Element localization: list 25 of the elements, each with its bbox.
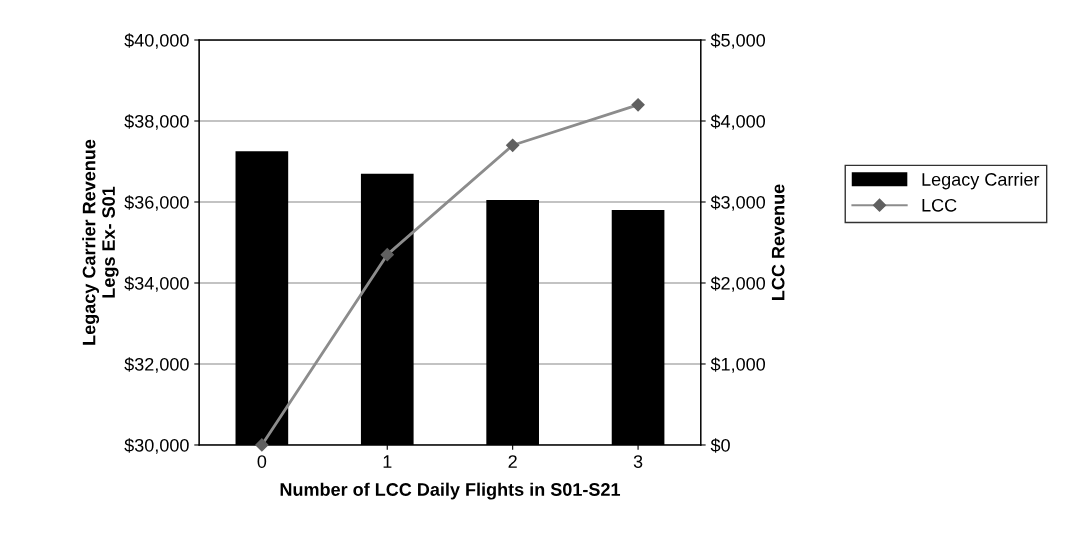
y-tick-label: $32,000 bbox=[124, 357, 189, 373]
y-tick-label: $38,000 bbox=[124, 114, 189, 130]
legend-label: Legacy Carrier bbox=[922, 172, 1040, 190]
y2-tick-label: $2,000 bbox=[710, 276, 766, 292]
x-axis-title: Number of LCC Daily Flights in S01-S21 bbox=[280, 482, 621, 500]
y2-tick-label: $0 bbox=[710, 438, 730, 453]
y2-axis-title: LCC Revenue bbox=[771, 184, 785, 300]
x-tick-label: 0 bbox=[257, 455, 267, 468]
point bbox=[255, 438, 269, 452]
y-tick-label: $30,000 bbox=[124, 438, 189, 454]
y-axis-title: Legacy Carrier Revenue Legs Ex- S01 bbox=[82, 139, 119, 345]
y2-tick-label: $1,000 bbox=[710, 357, 766, 373]
point bbox=[631, 98, 645, 112]
y2-tick-label: $3,000 bbox=[710, 195, 766, 211]
y-tick-label: $36,000 bbox=[124, 195, 189, 211]
point bbox=[380, 248, 394, 262]
y2-tick-label: $5,000 bbox=[710, 33, 766, 49]
point bbox=[506, 138, 520, 152]
y-tick-label: $34,000 bbox=[124, 276, 189, 292]
x-tick-label: 3 bbox=[633, 455, 643, 468]
x-tick-label: 2 bbox=[508, 455, 517, 468]
y2-tick-label: $4,000 bbox=[710, 114, 766, 130]
legend-label: LCC bbox=[922, 198, 957, 212]
x-tick-label: 1 bbox=[383, 455, 392, 468]
y-tick-label: $40,000 bbox=[124, 33, 189, 49]
